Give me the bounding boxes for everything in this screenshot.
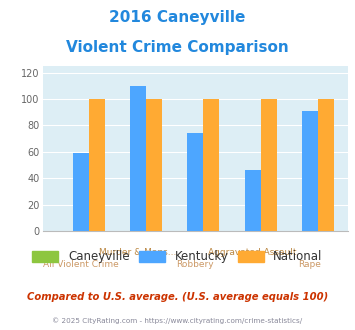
Bar (318, 99, 334, 231)
Text: Compared to U.S. average. (U.S. average equals 100): Compared to U.S. average. (U.S. average … (27, 292, 328, 302)
Text: 2016 Caneyville: 2016 Caneyville (109, 10, 246, 25)
Text: Aggravated Assault: Aggravated Assault (208, 248, 297, 257)
Bar (261, 99, 277, 231)
Bar (130, 86, 146, 231)
Text: All Violent Crime: All Violent Crime (43, 260, 119, 269)
Text: Robbery: Robbery (176, 260, 214, 269)
Bar (72, 153, 89, 231)
Text: Murder & Mans...: Murder & Mans... (99, 248, 176, 257)
Bar (146, 99, 162, 231)
Bar (89, 99, 105, 231)
Bar (203, 99, 219, 231)
Text: Rape: Rape (299, 260, 321, 269)
Bar (187, 133, 203, 231)
Legend: Caneyville, Kentucky, National: Caneyville, Kentucky, National (29, 247, 326, 267)
Text: Violent Crime Comparison: Violent Crime Comparison (66, 40, 289, 54)
Text: © 2025 CityRating.com - https://www.cityrating.com/crime-statistics/: © 2025 CityRating.com - https://www.city… (53, 317, 302, 324)
Bar (302, 111, 318, 231)
Bar (245, 170, 261, 231)
